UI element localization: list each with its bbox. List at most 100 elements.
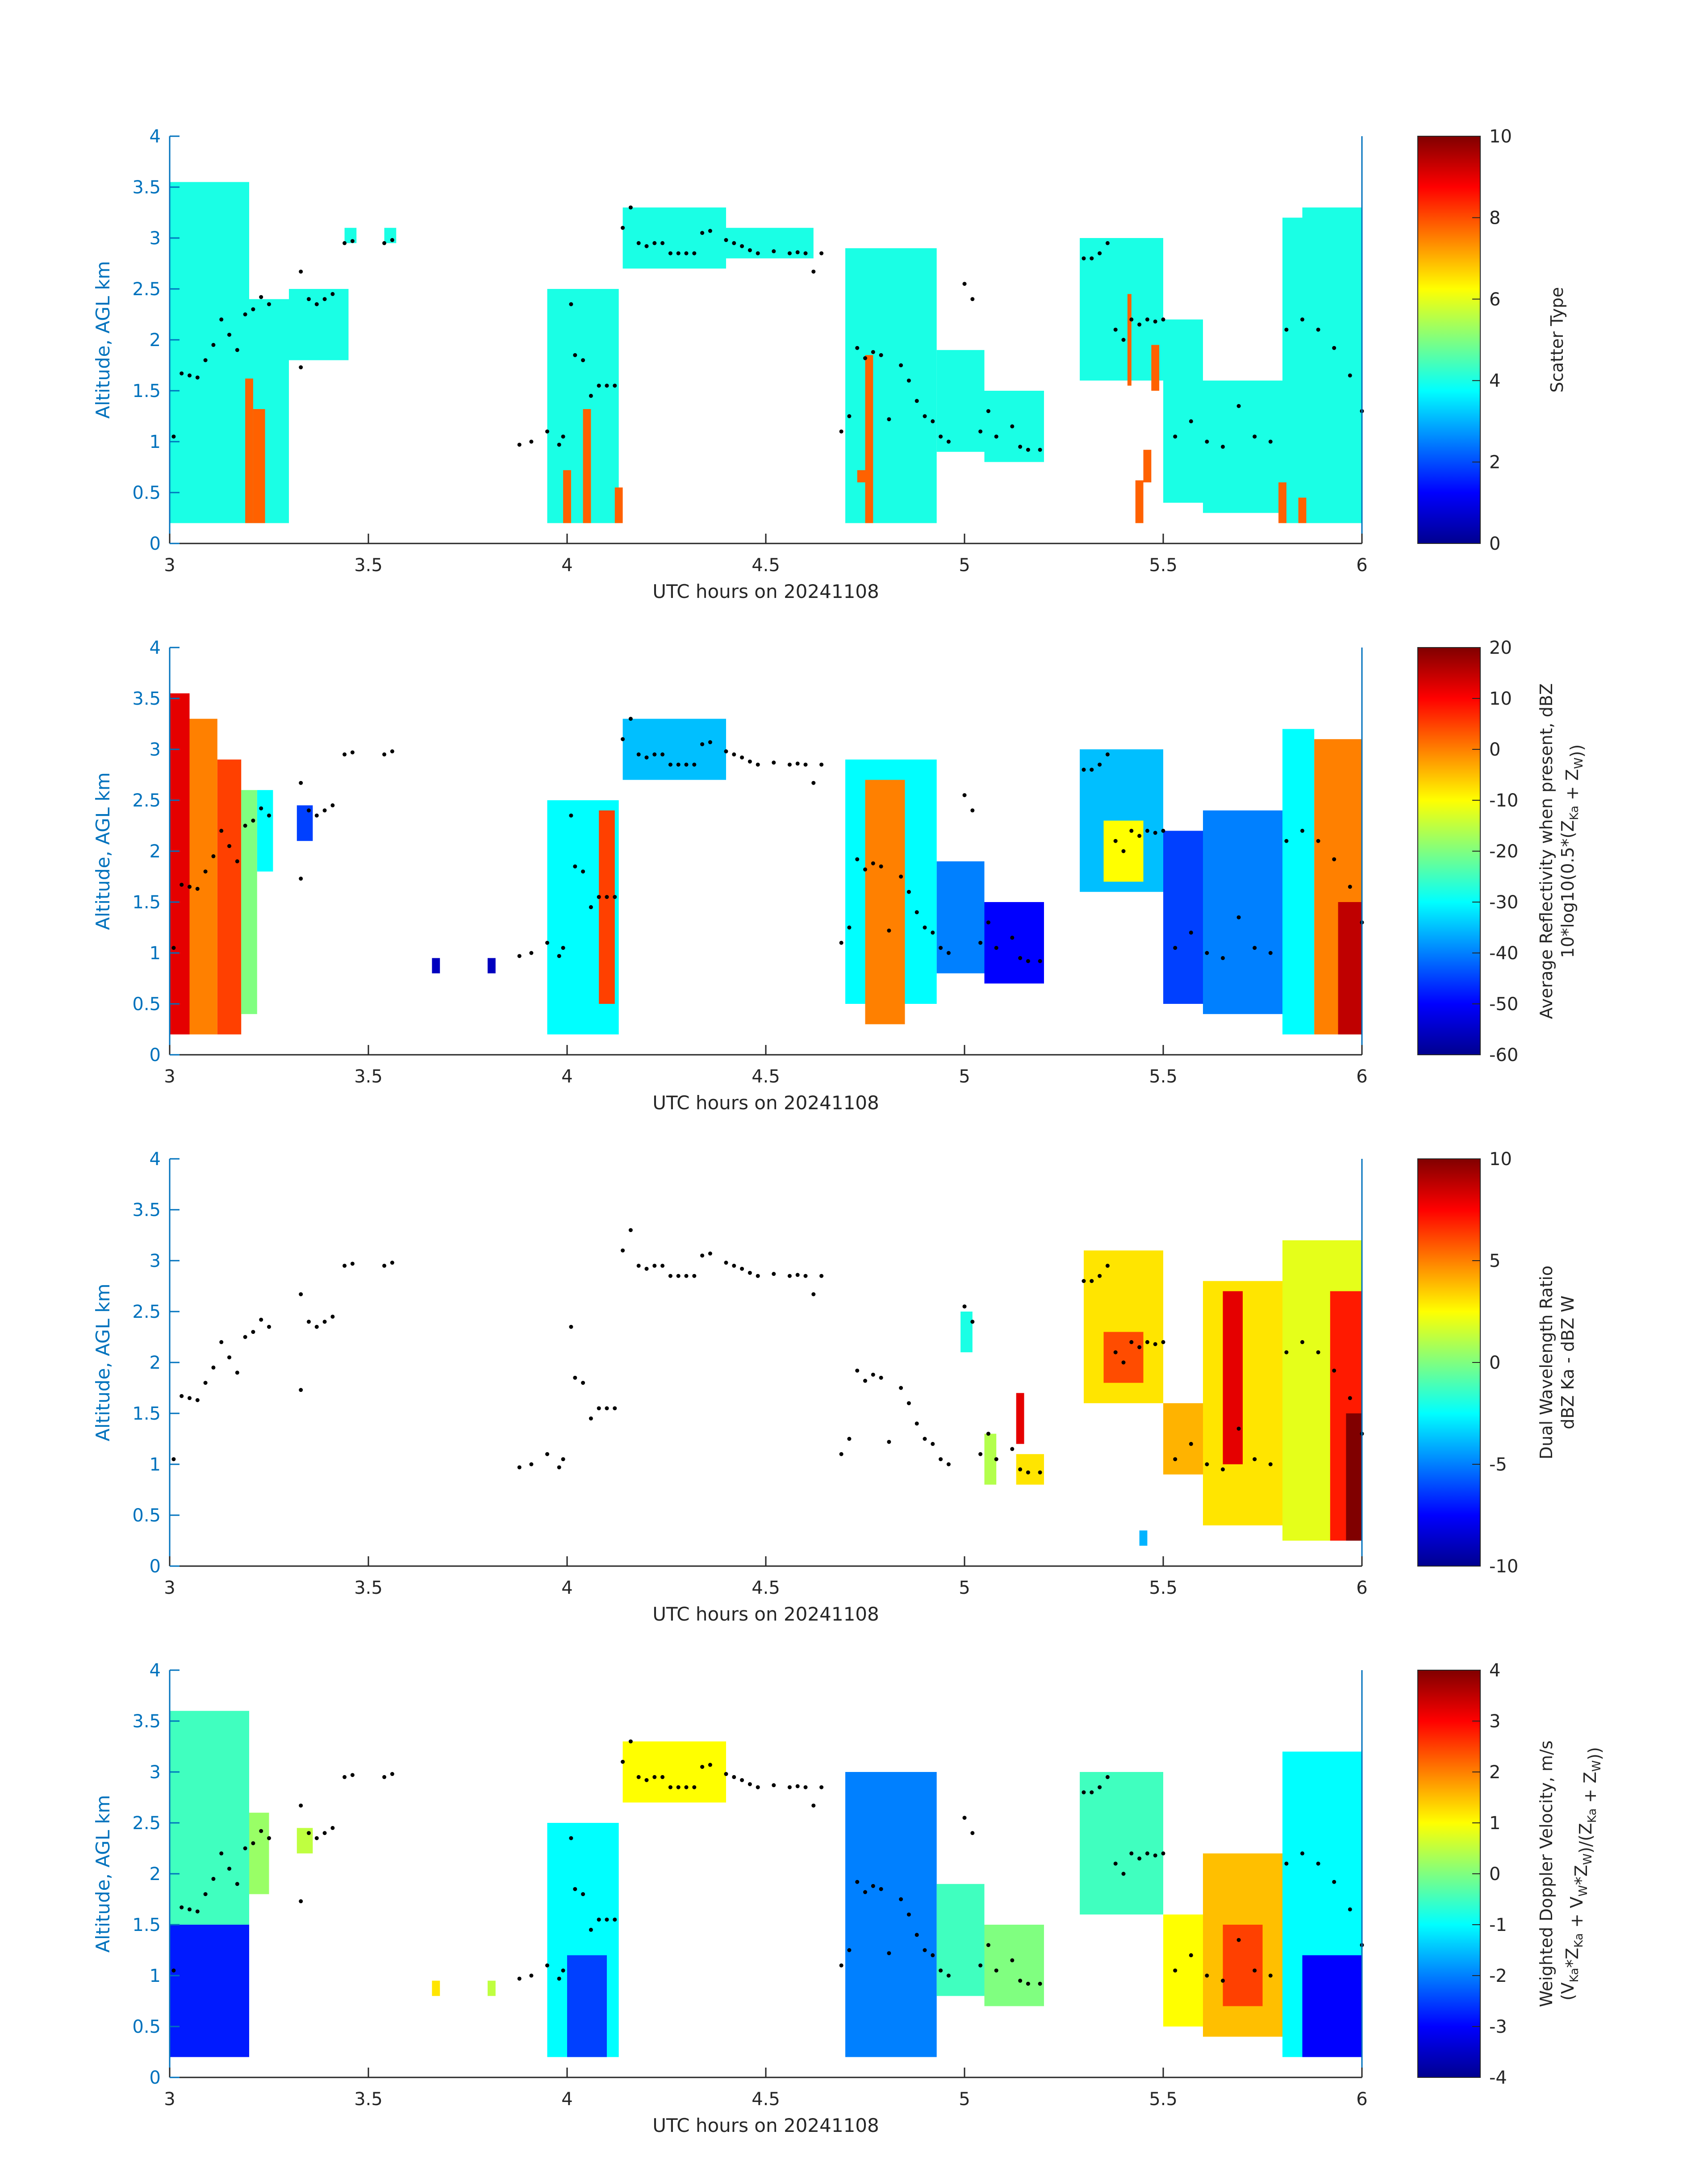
data-point [692,1785,697,1789]
colorbar-tick-label: 8 [1489,208,1500,228]
data-point [899,1386,903,1390]
data-point [915,1421,919,1426]
data-point [855,857,860,861]
data-point [545,1963,549,1968]
data-point [573,1887,577,1891]
data-point [581,1892,585,1897]
heatmap-cell [432,958,440,974]
data-point [1090,1790,1094,1795]
data-point [732,1775,736,1779]
data-point [811,1292,816,1296]
data-point [299,1803,303,1808]
data-point [219,1340,224,1344]
data-point [855,1368,860,1373]
data-point [1113,1861,1118,1866]
y-tick-label: 1 [150,943,161,964]
data-point [621,1248,625,1253]
x-tick-label: 3 [164,555,175,576]
data-point [557,954,561,958]
data-point [299,269,303,274]
data-point [188,373,192,378]
colorbar-label: dBZ Ka - dBZ W [1558,1295,1578,1429]
data-point [748,1270,752,1275]
data-point [1010,936,1015,940]
data-point [1018,1978,1023,1983]
colorbar-tick-label: -50 [1489,994,1518,1015]
y-tick-label: 1 [150,1966,161,1986]
x-tick-label: 4 [561,1578,572,1598]
data-point [1098,1785,1102,1789]
x-tick-label: 3 [164,1066,175,1087]
data-point [1189,930,1193,935]
data-point [1348,1396,1352,1400]
data-point [939,435,943,439]
data-point [906,1401,911,1405]
data-point [803,1274,808,1278]
data-point [803,1785,808,1789]
data-point [227,333,231,337]
data-point [887,417,891,422]
heatmap-cell [936,861,985,974]
data-point [307,808,311,813]
data-point [946,1973,951,1978]
colorbar-tick-label: 20 [1489,638,1512,658]
data-point [1348,885,1352,889]
overlay-points [171,1739,1364,1986]
data-point [644,755,649,760]
data-point [732,1263,736,1268]
heatmap-cells [170,693,1362,1035]
heatmap-cell [1103,1332,1144,1383]
data-point [978,940,983,945]
heatmap-cell [170,693,190,1035]
y-axis-label: Altitude, AGL km [92,1283,114,1441]
data-point [871,1372,875,1377]
data-point [569,302,573,306]
data-point [1236,1426,1241,1431]
heatmap-cell [249,1813,269,1894]
data-point [299,1292,303,1296]
colorbar: -4 -3 -2 -1 0 1 2 3 4 Weighted Doppler Velocity, … [1417,1660,1604,2088]
data-point [1153,1853,1157,1858]
data-point [652,752,657,756]
data-point [1026,959,1030,963]
colorbar-tick-label: -20 [1489,841,1518,862]
y-tick-label: 1 [150,1454,161,1475]
data-point [180,882,184,887]
x-tick-label: 3.5 [354,1066,383,1087]
heatmap-cell [1080,1772,1163,1915]
data-point [970,1320,975,1324]
data-point [740,1778,744,1782]
data-point [803,251,808,255]
data-point [692,1274,697,1278]
data-point [676,762,681,767]
x-tick-label: 3.5 [354,1578,383,1598]
x-tick-label: 4 [561,2089,572,2110]
data-point [772,760,776,765]
x-axis-label: UTC hours on 20241108 [652,1603,879,1625]
data-point [1253,435,1257,439]
data-point [569,1836,573,1840]
data-point [1300,317,1304,322]
data-point [962,282,967,286]
data-point [251,307,255,312]
data-point [299,365,303,370]
data-point [636,241,641,245]
data-point [676,1785,681,1789]
x-tick-label: 5 [959,2089,970,2110]
data-point [1026,447,1030,452]
data-point [1018,444,1023,449]
data-point [915,910,919,915]
data-point [314,813,319,818]
data-point [1221,1978,1225,1983]
data-point [1348,1907,1352,1912]
data-point [180,1394,184,1398]
heatmap-cell [845,1772,937,2057]
data-point [195,1398,200,1402]
data-point [660,1775,665,1779]
data-point [211,343,216,347]
panel-4: 3 3.5 4 4.5 5 5.5 6 0 0.5 1 1.5 2 2.5 3 3.5 4 UTC hours … [92,1660,1604,2136]
data-point [314,1325,319,1329]
data-point [660,752,665,756]
heatmap-cell [296,1828,313,1854]
data-point [1332,857,1336,861]
